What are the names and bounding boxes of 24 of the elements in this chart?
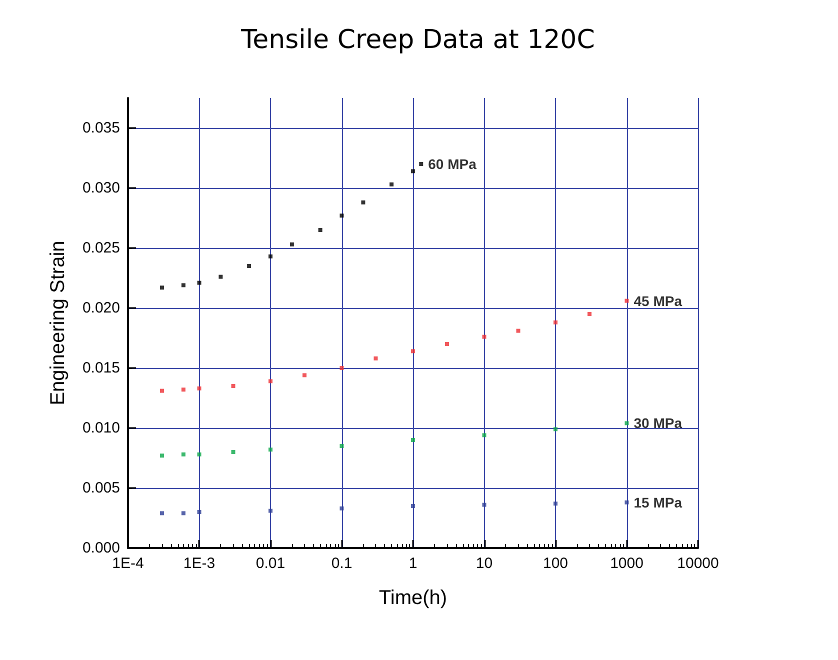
x-tick-label: 10 (476, 555, 493, 572)
y-axis-title: Engineering Strain (47, 240, 69, 406)
chart-title: Tensile Creep Data at 120C (240, 25, 595, 55)
y-tick-label: 0.030 (82, 180, 120, 196)
x-tick-label: 1E-3 (183, 555, 216, 572)
x-tick-label: 0.1 (331, 555, 352, 572)
y-tick-label: 0.000 (82, 540, 120, 556)
y-tick-label: 0.015 (82, 360, 120, 376)
y-tick-label: 0.035 (82, 120, 120, 136)
series-label: 45 MPa (634, 292, 682, 309)
y-tick-label: 0.005 (82, 480, 120, 496)
x-tick-label: 100 (542, 555, 568, 572)
series-label: 15 MPa (634, 494, 682, 510)
x-axis-title: Time(h) (378, 587, 448, 609)
x-tick-label: 10000 (677, 555, 719, 572)
x-tick-label: 0.01 (256, 555, 286, 572)
x-tick-label: 1000 (610, 555, 644, 572)
series-label: 60 MPa (428, 156, 477, 172)
y-tick-label: 0.025 (82, 240, 120, 256)
x-tick-label: 1 (408, 555, 418, 572)
y-tick-label: 0.010 (82, 420, 120, 436)
series-label: 30 MPa (634, 415, 682, 432)
y-tick-label: 0.020 (82, 300, 120, 316)
x-tick-label: 1E-4 (112, 555, 144, 572)
